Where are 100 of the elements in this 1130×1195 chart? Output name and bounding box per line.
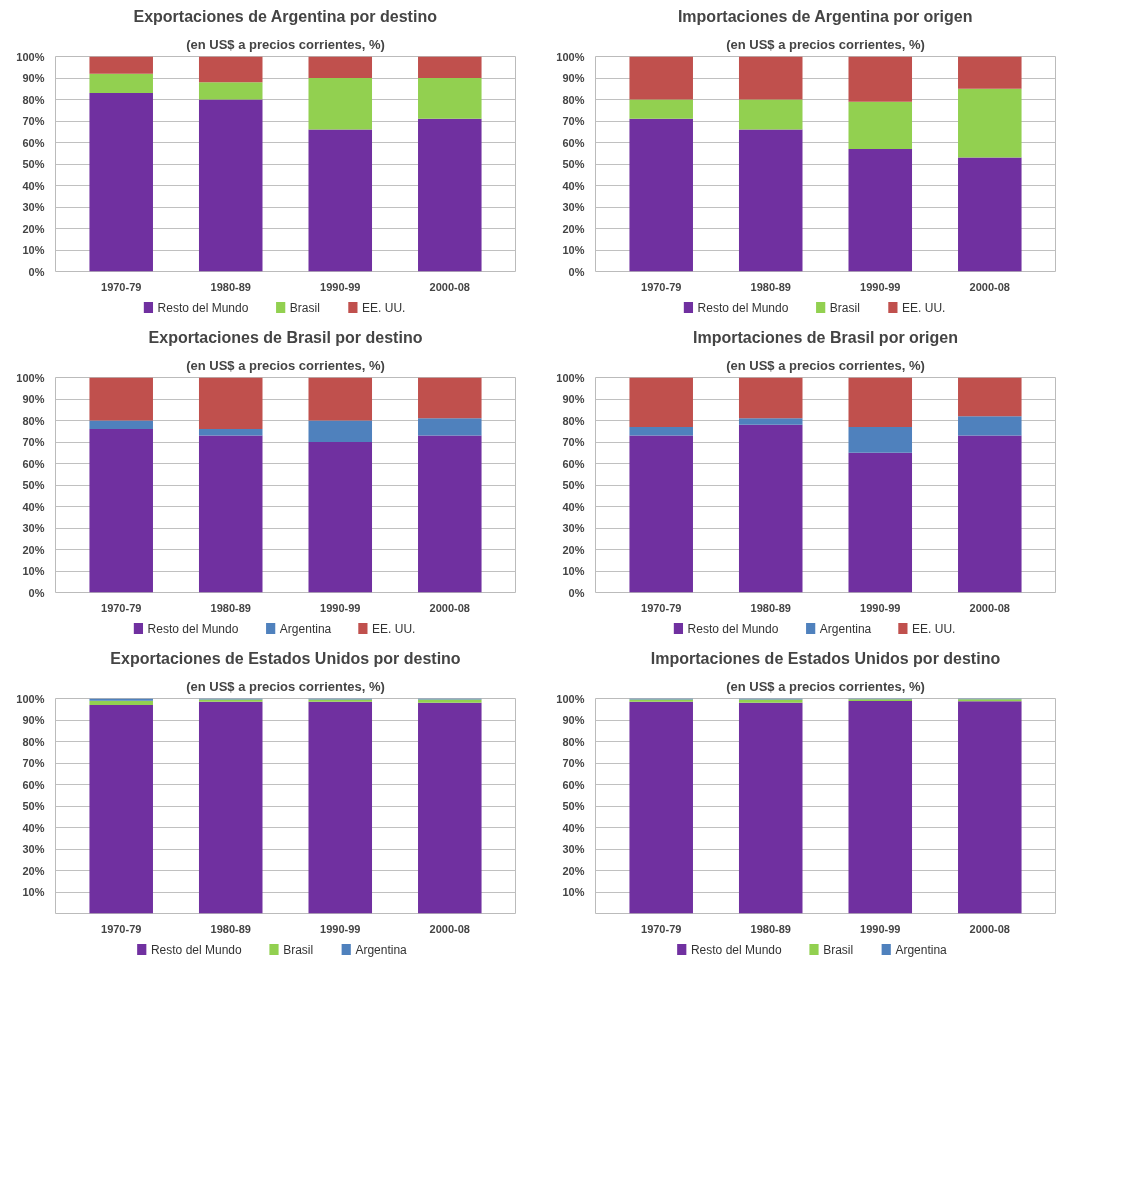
y-tick-label: 20%: [22, 543, 45, 556]
x-tick-label: 2000-08: [969, 922, 1010, 935]
bar: [738, 424, 803, 593]
y-tick-label: 100%: [16, 692, 45, 705]
y-tick-label: 30%: [562, 843, 585, 855]
legend-label: Brasil: [829, 300, 860, 315]
x-tick-label: 1970-79: [101, 601, 142, 614]
bar: [958, 56, 1022, 89]
chart-subtitle: (en US$ a precios corrientes, %): [726, 678, 925, 694]
y-tick-label: 30%: [562, 522, 585, 534]
bar: [738, 56, 803, 100]
y-tick-label: 0%: [568, 265, 585, 278]
bar: [198, 429, 263, 436]
bar: [418, 435, 482, 593]
bar: [848, 101, 913, 149]
y-tick-label: 90%: [22, 72, 45, 84]
bar: [629, 118, 693, 272]
y-tick-label: 10%: [22, 886, 45, 898]
y-tick-label: 50%: [22, 479, 45, 491]
x-tick-label: 1990-99: [320, 922, 361, 935]
x-tick-label: 1980-89: [750, 280, 791, 293]
bar: [308, 701, 373, 914]
bar: [308, 442, 373, 593]
y-tick-label: 60%: [22, 457, 45, 470]
bar: [198, 56, 263, 83]
chart-title: Importaciones de Argentina por origen: [677, 7, 973, 25]
y-tick-label: 90%: [562, 393, 585, 405]
y-tick-label: 20%: [22, 864, 45, 877]
y-tick-label: 50%: [562, 479, 585, 491]
bar: [89, 698, 153, 701]
y-tick-label: 20%: [562, 543, 585, 556]
legend-label: Brasil: [823, 942, 854, 957]
bar: [848, 148, 913, 272]
x-tick-label: 1970-79: [641, 922, 682, 935]
y-tick-label: 70%: [562, 436, 585, 448]
bar: [958, 157, 1022, 272]
x-tick-label: 1970-79: [101, 922, 142, 935]
chart-title: Importaciones de Brasil por origen: [693, 328, 958, 346]
y-tick-label: 30%: [22, 522, 45, 534]
legend-label: Argentina: [355, 942, 408, 957]
y-tick-label: 40%: [22, 500, 45, 513]
y-tick-label: 50%: [562, 158, 585, 170]
y-tick-label: 40%: [562, 821, 585, 834]
bar: [198, 82, 263, 100]
bar: [738, 377, 803, 419]
y-tick-label: 70%: [22, 757, 45, 769]
x-tick-label: 1980-89: [750, 922, 791, 935]
bar: [629, 426, 693, 436]
y-tick-label: 90%: [22, 714, 45, 726]
y-tick-label: 80%: [22, 414, 45, 427]
x-tick-label: 1990-99: [320, 280, 361, 293]
x-tick-label: 1980-89: [210, 601, 251, 614]
x-tick-label: 1970-79: [641, 601, 682, 614]
legend-label: Resto del Mundo: [687, 621, 779, 636]
legend-label: Resto del Mundo: [150, 942, 242, 957]
bar: [738, 418, 803, 425]
chart-subtitle: (en US$ a precios corrientes, %): [726, 36, 925, 52]
bar: [198, 701, 263, 914]
bar: [89, 700, 153, 705]
y-tick-label: 70%: [562, 757, 585, 769]
x-tick-label: 2000-08: [429, 922, 470, 935]
legend-label: Resto del Mundo: [697, 300, 789, 315]
bar: [958, 435, 1022, 593]
chart-title: Importaciones de Estados Unidos por destino: [650, 649, 1001, 667]
bar: [418, 78, 482, 119]
y-tick-label: 40%: [22, 179, 45, 192]
chart-subtitle: (en US$ a precios corrientes, %): [186, 36, 385, 52]
y-tick-label: 70%: [22, 436, 45, 448]
chart-subtitle: (en US$ a precios corrientes, %): [726, 357, 925, 373]
y-tick-label: 20%: [562, 222, 585, 235]
x-tick-label: 1980-89: [210, 280, 251, 293]
bar: [198, 435, 263, 593]
bar: [418, 418, 482, 436]
bar: [629, 56, 693, 100]
y-tick-label: 90%: [562, 714, 585, 726]
y-tick-label: 80%: [562, 735, 585, 748]
x-tick-label: 1980-89: [750, 601, 791, 614]
y-tick-label: 40%: [562, 500, 585, 513]
y-tick-label: 90%: [562, 72, 585, 84]
y-tick-label: 30%: [22, 201, 45, 213]
y-tick-label: 0%: [568, 586, 585, 599]
legend-label: Argentina: [895, 942, 948, 957]
x-tick-label: 1970-79: [641, 280, 682, 293]
bar: [848, 426, 913, 453]
y-tick-label: 70%: [22, 115, 45, 127]
y-tick-label: 20%: [562, 864, 585, 877]
legend-label: EE. UU.: [912, 621, 956, 636]
x-tick-label: 1990-99: [860, 922, 901, 935]
bar: [629, 99, 693, 119]
chart-subtitle: (en US$ a precios corrientes, %): [186, 357, 385, 373]
y-tick-label: 50%: [22, 158, 45, 170]
y-tick-label: 30%: [562, 201, 585, 213]
x-tick-label: 2000-08: [969, 601, 1010, 614]
y-tick-label: 50%: [22, 800, 45, 812]
y-tick-label: 20%: [22, 222, 45, 235]
legend-label: Resto del Mundo: [690, 942, 782, 957]
bar: [958, 377, 1022, 417]
chart-title: Exportaciones de Argentina por destino: [133, 7, 438, 25]
bar: [629, 435, 693, 593]
legend-label: Brasil: [289, 300, 320, 315]
